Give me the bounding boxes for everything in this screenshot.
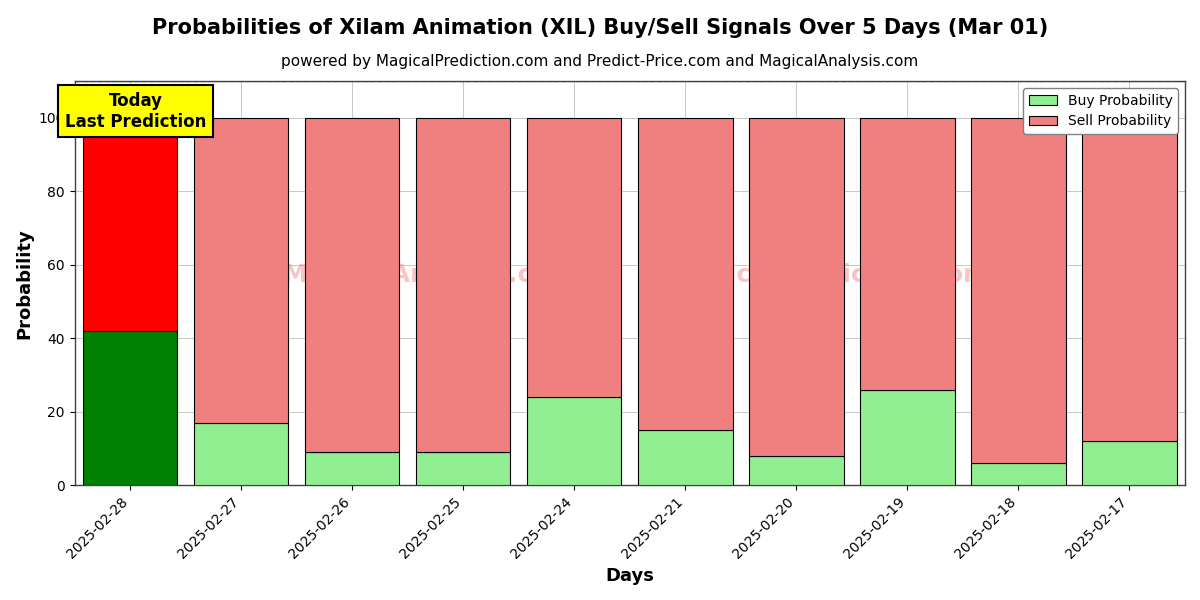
Text: powered by MagicalPrediction.com and Predict-Price.com and MagicalAnalysis.com: powered by MagicalPrediction.com and Pre…	[281, 54, 919, 69]
X-axis label: Days: Days	[605, 567, 654, 585]
Bar	[416, 452, 510, 485]
Bar	[749, 118, 844, 456]
Bar	[860, 390, 955, 485]
Legend: Buy Probability, Sell Probability: Buy Probability, Sell Probability	[1024, 88, 1178, 134]
Bar	[1082, 441, 1177, 485]
Text: MagicalAnalysis.com: MagicalAnalysis.com	[283, 263, 577, 287]
Text: Today
Last Prediction: Today Last Prediction	[65, 92, 206, 131]
Bar	[1082, 118, 1177, 441]
Text: MagicalPrediction.com: MagicalPrediction.com	[670, 263, 990, 287]
Y-axis label: Probability: Probability	[16, 228, 34, 338]
Bar	[527, 118, 622, 397]
Bar	[194, 423, 288, 485]
Bar	[83, 331, 178, 485]
Bar	[416, 118, 510, 452]
Bar	[638, 118, 732, 430]
Bar	[194, 118, 288, 423]
Bar	[971, 463, 1066, 485]
Bar	[860, 118, 955, 390]
Text: Probabilities of Xilam Animation (XIL) Buy/Sell Signals Over 5 Days (Mar 01): Probabilities of Xilam Animation (XIL) B…	[152, 18, 1048, 38]
Bar	[305, 452, 400, 485]
Bar	[638, 430, 732, 485]
Bar	[971, 118, 1066, 463]
Bar	[527, 397, 622, 485]
Bar	[749, 456, 844, 485]
Bar	[83, 118, 178, 331]
Bar	[305, 118, 400, 452]
